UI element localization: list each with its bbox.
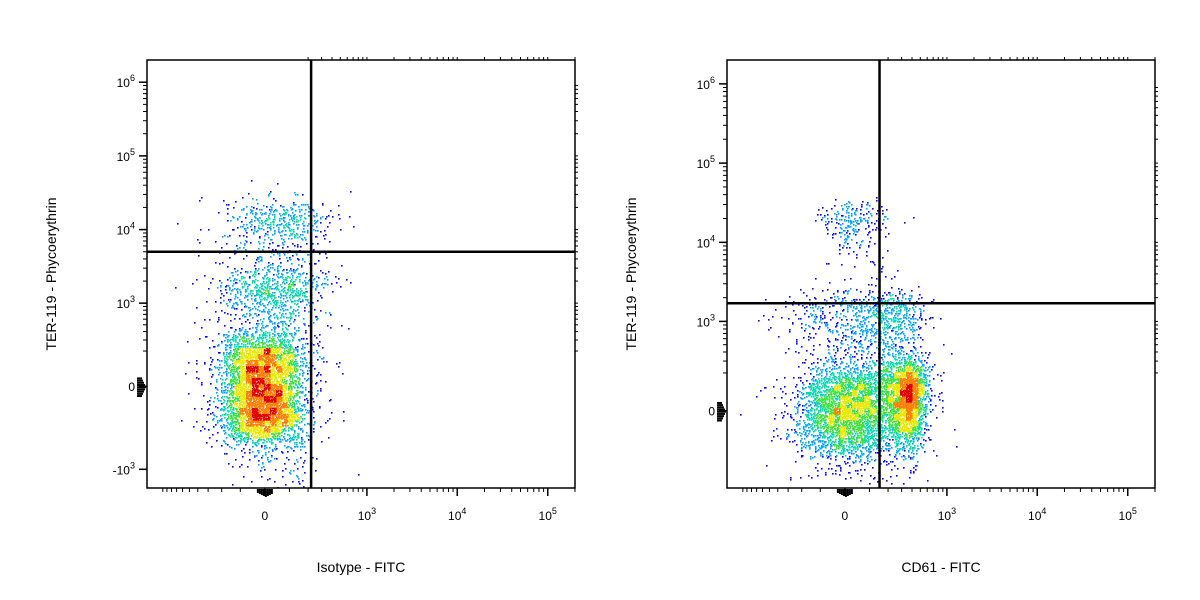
pileup-mark: [717, 406, 724, 409]
x-tick-label: 105: [1119, 506, 1137, 523]
pileup-mark: [848, 489, 851, 495]
pileup-mark: [270, 489, 273, 494]
axis-pileup-x: [836, 489, 853, 497]
y-tick-label: -103: [113, 460, 135, 477]
y-tick-label: 0: [708, 405, 715, 419]
pileup-mark: [266, 489, 269, 496]
x-tick-label: 104: [1028, 506, 1046, 523]
y-axis-label: TER-119 - Phycoerythrin: [43, 197, 59, 350]
plot-frame: [146, 59, 576, 489]
event-density-level-7: [900, 384, 913, 403]
pileup-mark: [137, 379, 143, 382]
pileup-mark: [137, 392, 143, 395]
event-density-level-3: [222, 210, 313, 445]
y-tick-label: 103: [117, 294, 135, 311]
x-axis-label: CD61 - FITC: [901, 559, 980, 575]
pileup-mark: [268, 489, 271, 495]
pileup-mark: [137, 388, 145, 391]
axis-pileup-x: [256, 489, 273, 497]
pileup-mark: [256, 489, 259, 493]
x-tick-label: 104: [448, 506, 466, 523]
y-tick-label: 104: [117, 221, 135, 238]
pileup-mark: [717, 415, 724, 418]
pileup-mark: [258, 489, 261, 494]
event-density-level-4: [228, 282, 301, 439]
x-axis-label: Isotype - FITC: [317, 559, 406, 575]
event-density-level-7: [246, 348, 283, 421]
x-tick-label: 0: [842, 509, 849, 523]
pileup-mark: [137, 377, 142, 380]
event-density-level-6: [834, 372, 919, 421]
event-density-level-2: [786, 201, 931, 463]
axis-pileup-y: [137, 377, 146, 398]
plot-panel-2: 0 103 104 105 0 103 104 105 106 CD61 - FITC TER-11…: [623, 57, 1158, 575]
x-tick-label: 103: [358, 506, 376, 523]
event-density-level-1: [175, 180, 360, 489]
pileup-mark: [840, 489, 843, 495]
event-density-level-5: [828, 366, 925, 439]
event-density-level-3: [805, 294, 931, 457]
y-tick-label: 0: [128, 380, 135, 394]
pileup-mark: [846, 489, 849, 496]
minor-ticks: [143, 57, 578, 492]
event-density-level-2: [210, 192, 331, 480]
pileup-mark: [842, 489, 845, 496]
pileup-mark: [717, 419, 722, 422]
pileup-mark: [717, 417, 723, 420]
event-dots: [740, 197, 958, 485]
axis-pileup-y: [717, 401, 726, 422]
pileup-mark: [850, 489, 853, 494]
pileup-mark: [836, 489, 839, 493]
pileup-mark: [260, 489, 263, 495]
pileup-mark: [844, 489, 847, 497]
y-tick-label: 104: [697, 233, 715, 250]
pileup-mark: [137, 386, 146, 389]
y-axis-label: TER-119 - Phycoerythrin: [623, 197, 639, 350]
plot-panel-1: 0 103 104 105 -103 0 103 104 105 106 Isotype - FIT…: [43, 57, 578, 575]
x-tick-label: 105: [539, 506, 557, 523]
pileup-mark: [137, 395, 142, 398]
pileup-mark: [717, 412, 725, 415]
pileup-mark: [264, 489, 267, 497]
y-tick-label: 105: [697, 154, 715, 171]
y-tick-label: 103: [697, 312, 715, 329]
pileup-mark: [137, 381, 144, 384]
x-tick-label: 103: [938, 506, 956, 523]
y-tick-label: 106: [117, 73, 135, 90]
pileup-mark: [717, 408, 725, 411]
pileup-mark: [137, 390, 144, 393]
plot-frame: [726, 59, 1156, 489]
y-tick-label: 105: [117, 147, 135, 164]
pileup-mark: [717, 410, 726, 413]
pileup-mark: [137, 384, 145, 387]
pileup-mark: [838, 489, 841, 494]
event-density-level-1: [740, 197, 958, 485]
pileup-mark: [262, 489, 265, 496]
pileup-mark: [717, 401, 722, 404]
event-dots: [175, 180, 360, 489]
minor-ticks: [723, 57, 1158, 492]
x-tick-label: 0: [262, 509, 269, 523]
y-tick-label: 106: [697, 75, 715, 92]
pileup-mark: [717, 404, 723, 407]
